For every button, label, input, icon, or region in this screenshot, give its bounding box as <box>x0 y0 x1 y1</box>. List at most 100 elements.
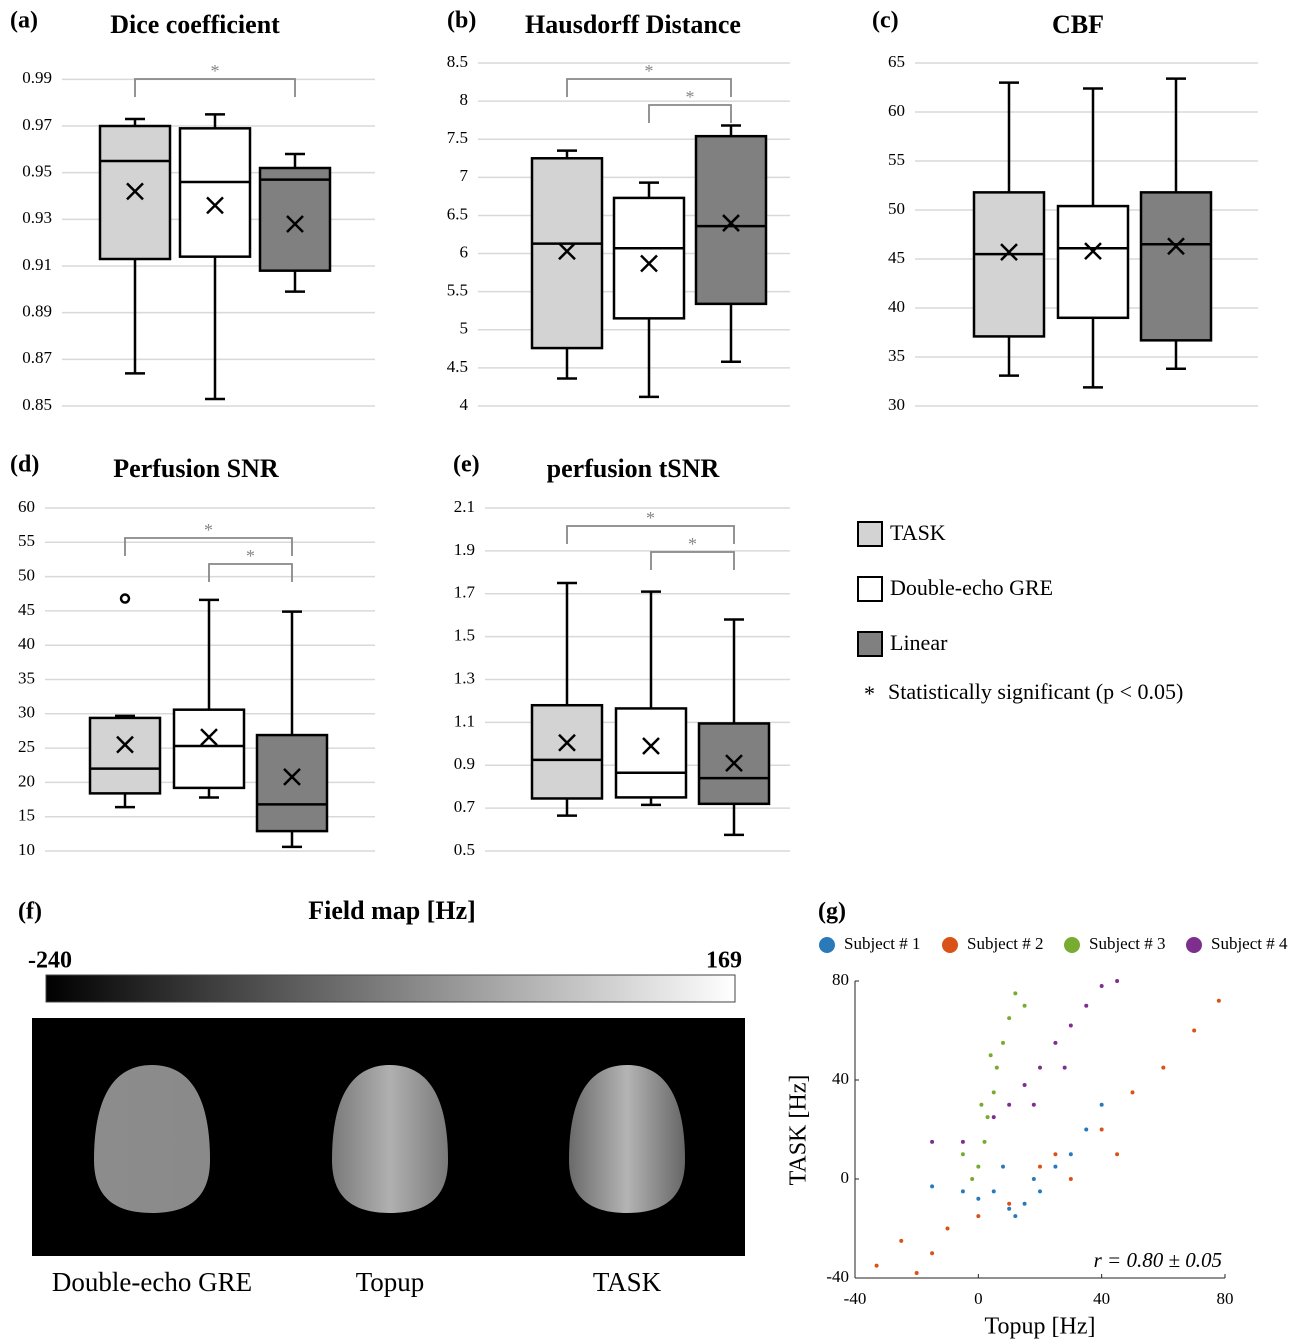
y-tick-label: 60 <box>18 497 35 516</box>
legend-marker <box>819 937 835 953</box>
y-tick-label: 35 <box>888 346 905 365</box>
chart-title: Field map [Hz] <box>308 896 476 925</box>
y-tick-label: 15 <box>18 806 35 825</box>
significance-star: * <box>645 61 654 81</box>
box <box>257 735 327 831</box>
image-label: TASK <box>593 1267 662 1297</box>
x-tick-label: 80 <box>1217 1289 1234 1308</box>
point <box>1023 1083 1027 1087</box>
point <box>995 1066 999 1070</box>
significance-bracket <box>567 526 734 544</box>
brain-image <box>94 1065 210 1213</box>
point <box>946 1227 950 1231</box>
point <box>1023 1004 1027 1008</box>
y-tick-label: 6 <box>460 242 469 261</box>
point <box>1038 1189 1042 1193</box>
point <box>1007 1202 1011 1206</box>
x-tick-label: -40 <box>844 1289 867 1308</box>
legend-label: TASK <box>890 520 946 545</box>
y-tick-label: 4 <box>460 395 469 414</box>
image-label: Topup <box>356 1267 425 1297</box>
significance-bracket <box>567 79 731 97</box>
y-tick-label: 1.1 <box>454 711 475 730</box>
x-tick-label: 40 <box>1093 1289 1110 1308</box>
box <box>974 192 1044 336</box>
y-tick-label: 25 <box>18 737 35 756</box>
y-tick-label: 1.9 <box>454 540 475 559</box>
y-tick-label: 50 <box>888 199 905 218</box>
legend-star: * <box>864 681 875 706</box>
legend-swatch <box>858 577 882 601</box>
y-tick-label: 7.5 <box>447 128 468 147</box>
legend-label: Subject # 4 <box>1211 934 1288 953</box>
brain-image <box>569 1065 685 1213</box>
y-tick-label: 55 <box>888 150 905 169</box>
significance-bracket <box>649 105 731 123</box>
legend-marker <box>1186 937 1202 953</box>
brain-image <box>332 1065 448 1213</box>
y-axis-label: TASK [Hz] <box>786 1075 812 1186</box>
y-tick-label: 45 <box>888 248 905 267</box>
y-tick-label: 55 <box>18 531 35 550</box>
point <box>976 1197 980 1201</box>
y-tick-label: 0.91 <box>22 255 52 274</box>
significance-star: * <box>204 520 213 540</box>
point <box>1069 1177 1073 1181</box>
point <box>1100 1128 1104 1132</box>
y-tick-label: 8.5 <box>447 52 468 71</box>
chart-title: CBF <box>1052 10 1104 39</box>
legend-marker <box>942 937 958 953</box>
point <box>976 1214 980 1218</box>
y-tick-label: 0.89 <box>22 302 52 321</box>
y-tick-label: 0.95 <box>22 162 52 181</box>
colorbar <box>46 975 735 1002</box>
panel-label: (c) <box>872 8 899 34</box>
box <box>180 128 250 256</box>
y-tick-label: 5 <box>460 319 469 338</box>
significance-bracket <box>125 538 292 556</box>
y-tick-label: 0.5 <box>454 840 475 859</box>
significance-star: * <box>246 546 255 566</box>
point <box>989 1053 993 1057</box>
y-tick-label: 6.5 <box>447 204 468 223</box>
y-tick-label: 0.9 <box>454 754 475 773</box>
y-tick-label: 40 <box>18 634 35 653</box>
y-tick-label: 4.5 <box>447 357 468 376</box>
point <box>992 1189 996 1193</box>
panel-label: (a) <box>10 8 38 34</box>
y-tick-label: 40 <box>832 1069 849 1088</box>
point <box>915 1271 919 1275</box>
box <box>532 158 602 348</box>
chart-title: Dice coefficient <box>110 10 280 39</box>
y-tick-label: 35 <box>18 668 35 687</box>
point <box>961 1152 965 1156</box>
significance-star: * <box>211 61 220 81</box>
point <box>1032 1103 1036 1107</box>
point <box>1115 979 1119 983</box>
y-tick-label: 8 <box>460 90 469 109</box>
y-tick-label: 1.3 <box>454 668 475 687</box>
point <box>992 1090 996 1094</box>
point <box>976 1165 980 1169</box>
significance-bracket <box>209 564 292 582</box>
box <box>1141 192 1211 340</box>
y-tick-label: 80 <box>832 970 849 989</box>
panel-label: (e) <box>453 452 480 478</box>
y-tick-label: 65 <box>888 52 905 71</box>
y-tick-label: 20 <box>18 771 35 790</box>
annotation: r = 0.80 ± 0.05 <box>1094 1248 1222 1272</box>
point <box>1192 1029 1196 1033</box>
point <box>1053 1152 1057 1156</box>
legend-label: Subject # 3 <box>1089 934 1166 953</box>
point <box>1115 1152 1119 1156</box>
panel-label: (d) <box>10 452 39 478</box>
point <box>1032 1177 1036 1181</box>
point <box>1013 991 1017 995</box>
point <box>970 1177 974 1181</box>
box <box>174 710 244 788</box>
point <box>1038 1066 1042 1070</box>
y-tick-label: 50 <box>18 566 35 585</box>
legend-label: Statistically significant (p < 0.05) <box>888 679 1183 704</box>
point <box>1063 1066 1067 1070</box>
point <box>1007 1016 1011 1020</box>
